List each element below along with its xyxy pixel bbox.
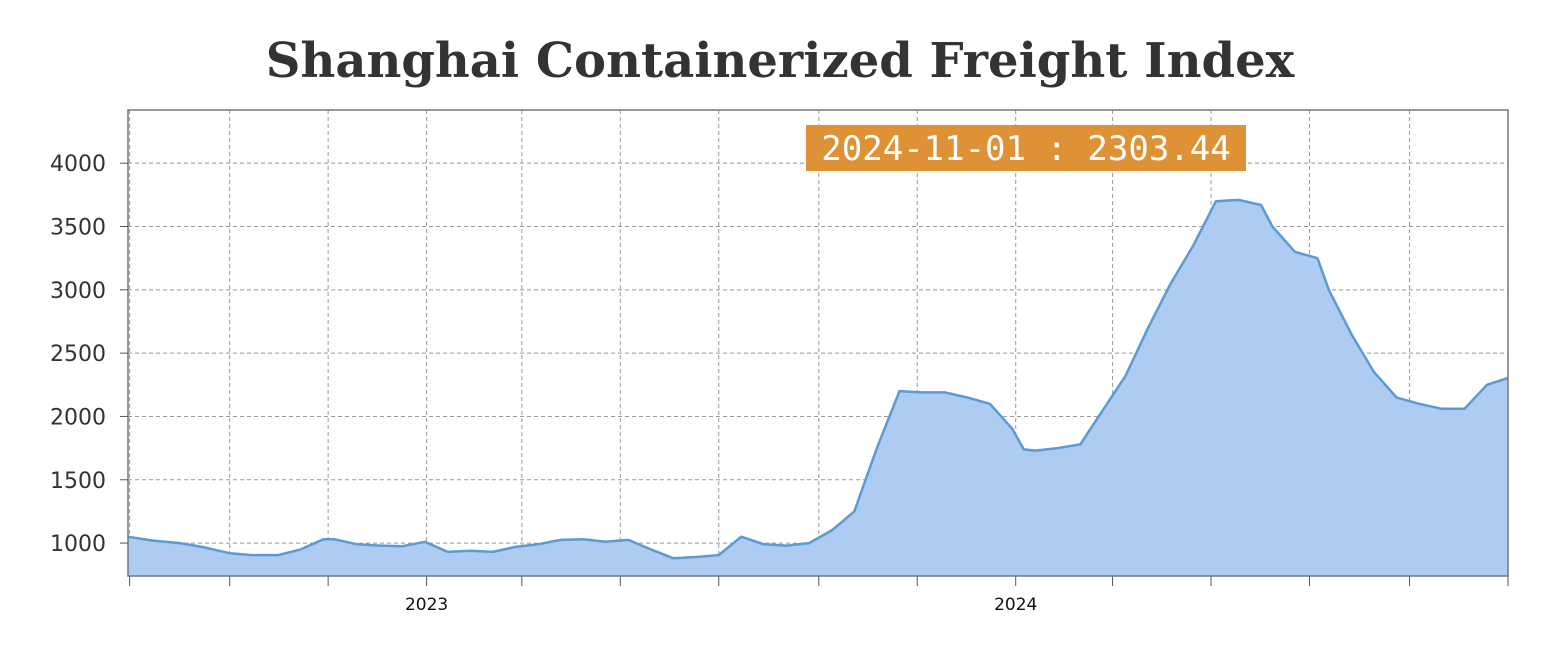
tooltip-label: 2024-11-01 : 2303.44 <box>821 129 1230 169</box>
x-tick-label: 2023 <box>405 595 448 615</box>
y-axis: 1000 1500 2000 2500 3000 3500 4000 <box>50 152 128 557</box>
x-axis: 2023 2024 <box>405 595 1037 615</box>
chart-title: Shanghai Containerized Freight Index <box>266 33 1295 89</box>
series-line <box>127 198 1509 560</box>
y-tick-label: 1000 <box>50 532 106 557</box>
y-tick-label: 1500 <box>50 469 106 494</box>
y-tick-label: 2000 <box>50 405 106 430</box>
y-tick-label: 3000 <box>50 279 106 304</box>
tooltip-box <box>806 125 1246 171</box>
series-area <box>127 198 1509 576</box>
area-fill <box>128 199 1508 576</box>
y-tick-label: 4000 <box>50 152 106 177</box>
value-tooltip: 2024-11-01 : 2303.44 <box>806 125 1246 171</box>
plot-frame <box>127 109 1509 577</box>
y-tick-label: 3500 <box>50 216 106 241</box>
x-tick-label: 2024 <box>994 595 1037 615</box>
y-tick-label: 2500 <box>50 342 106 367</box>
